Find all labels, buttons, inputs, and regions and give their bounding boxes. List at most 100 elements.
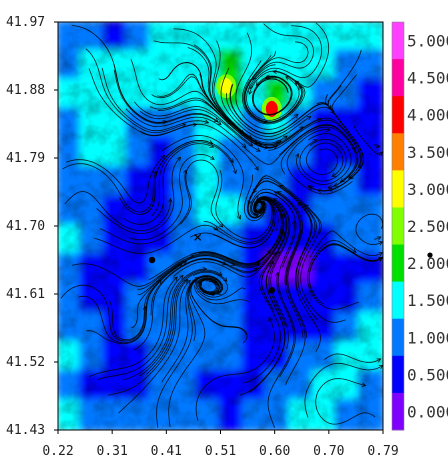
- streamline: [94, 224, 219, 254]
- streamline: [249, 251, 286, 393]
- x-tick-label: 0.51: [205, 444, 236, 459]
- streamline: [252, 23, 315, 80]
- streamline: [277, 191, 308, 339]
- streamline: [374, 236, 381, 240]
- streamline: [85, 48, 186, 134]
- streamline: [286, 129, 353, 195]
- streamline-arrowhead: [255, 262, 261, 267]
- streamline-arrowhead: [331, 172, 337, 177]
- x-tick-label: 0.70: [313, 444, 344, 459]
- streamline: [118, 280, 191, 414]
- streamline: [146, 270, 228, 375]
- streamline-arrowhead: [376, 358, 382, 363]
- streamline-arrowhead: [272, 251, 277, 257]
- streamline: [308, 243, 383, 300]
- streamline-arrowhead: [160, 154, 166, 160]
- streamline: [213, 40, 288, 144]
- y-tick-label: 41.88: [6, 83, 45, 98]
- streamline: [304, 362, 383, 418]
- x-tick-label: 0.41: [151, 444, 182, 459]
- streamline-arrowhead: [176, 156, 182, 162]
- streamline: [66, 155, 165, 204]
- streamline-arrowhead: [283, 135, 288, 140]
- streamlines: [60, 22, 383, 428]
- streamline-arrowhead: [272, 69, 277, 75]
- streamline: [252, 75, 293, 116]
- streamline-arrowhead: [173, 276, 178, 282]
- streamline-arrowhead: [378, 257, 383, 262]
- streamline: [78, 279, 162, 344]
- streamline: [97, 275, 184, 380]
- colorbar-label: 2.500: [407, 217, 448, 236]
- streamline: [190, 198, 276, 249]
- streamline-arrowhead: [256, 147, 261, 152]
- streamline: [140, 123, 259, 171]
- y-axis: 41.97 41.88 41.79 41.70 41.61 41.52 41.43: [6, 15, 58, 438]
- streamline-arrowhead: [186, 279, 191, 285]
- plot-area: [58, 22, 383, 430]
- streamline-arrowhead: [274, 141, 280, 146]
- streamline: [139, 109, 261, 152]
- streamline: [194, 277, 251, 305]
- streamline: [173, 230, 284, 278]
- streamline-arrowhead: [276, 191, 282, 196]
- streamline-arrowhead: [339, 178, 345, 183]
- streamline: [64, 191, 171, 231]
- streamline-arrowhead: [272, 198, 278, 203]
- colorbar-swatch: [392, 22, 404, 60]
- x-tick-label: 0.79: [367, 444, 398, 459]
- streamline: [109, 261, 187, 341]
- streamline: [134, 258, 227, 351]
- streamline: [280, 126, 357, 183]
- streamline-arrowhead: [157, 279, 162, 284]
- colorbar-swatch: [392, 355, 404, 394]
- streamline-arrowhead: [378, 241, 383, 246]
- y-tick-label: 41.52: [6, 355, 45, 370]
- markers: [148, 233, 276, 294]
- streamline-arrowhead: [273, 191, 279, 196]
- streamline-arrowhead: [241, 143, 247, 148]
- streamline-arrowhead: [183, 279, 189, 284]
- streamline-arrowhead: [213, 117, 219, 123]
- streamline: [125, 108, 247, 148]
- streamline: [123, 268, 207, 381]
- streamline: [285, 229, 306, 385]
- streamline-arrowhead: [236, 214, 241, 220]
- streamline-arrowhead: [204, 119, 210, 124]
- streamline: [100, 169, 190, 245]
- colorbar-label: 0.500: [407, 365, 448, 384]
- colorbar-frame: [391, 21, 405, 431]
- streamline: [267, 272, 295, 428]
- hotspot-core: [265, 100, 278, 117]
- y-tick-label: 41.43: [6, 423, 45, 438]
- streamline: [72, 25, 167, 123]
- streamline-arrowhead: [227, 120, 232, 125]
- colorbar-swatch: [392, 281, 404, 320]
- streamline-arrowhead: [248, 90, 253, 95]
- streamline: [355, 213, 383, 246]
- streamline-arrowhead: [285, 76, 290, 81]
- streamline-arrowhead: [205, 277, 211, 282]
- streamline: [296, 133, 352, 185]
- streamline: [268, 119, 361, 179]
- streamline-arrowhead: [308, 186, 314, 191]
- streamline-arrowhead: [358, 163, 363, 169]
- streamline-arrowhead: [351, 248, 357, 253]
- streamline: [113, 69, 222, 125]
- streamline: [315, 378, 376, 425]
- streamline: [248, 180, 313, 281]
- streamline: [320, 244, 383, 262]
- colorbar-label: 1.000: [407, 328, 448, 347]
- y-tick-label: 41.97: [6, 15, 45, 30]
- streamline: [248, 22, 330, 95]
- streamline: [215, 170, 273, 240]
- streamline-arrowhead: [293, 113, 299, 119]
- streamline: [372, 143, 380, 148]
- colorbar-label: 4.500: [407, 69, 448, 88]
- streamline-arrowhead: [312, 139, 318, 144]
- colorbar-label: 4.000: [407, 106, 448, 125]
- streamline-arrowhead: [257, 141, 263, 146]
- streamline-arrowhead: [264, 75, 270, 80]
- streamline-arrowhead: [378, 252, 383, 257]
- streamline-arrowhead: [197, 280, 202, 286]
